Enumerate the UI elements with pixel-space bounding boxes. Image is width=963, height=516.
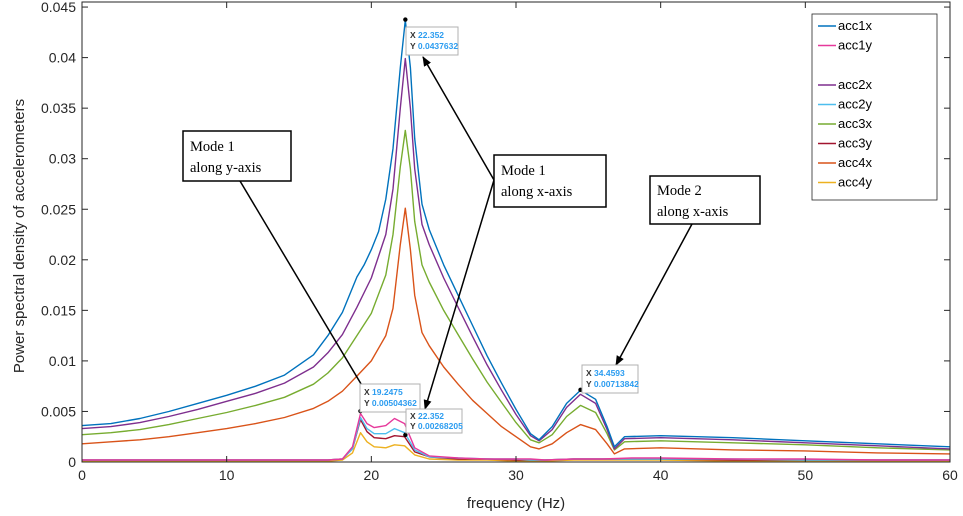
legend-label-acc4x: acc4x [838, 155, 872, 170]
series-line-acc1y [82, 412, 950, 461]
datatip: X 19.2475 Y 0.00504362 [359, 383, 421, 413]
y-tick-label: 0.04 [49, 50, 76, 66]
y-tick-label: 0.045 [41, 0, 76, 15]
annotation-box [182, 130, 292, 182]
series-layer [81, 17, 951, 462]
datatip: X 22.352 Y 0.00268205 [405, 408, 463, 434]
annotation-line: along x-axis [501, 184, 573, 200]
annotation-line: along y-axis [190, 160, 262, 176]
y-tick-label: 0.005 [41, 403, 76, 419]
datatip-marker [403, 17, 408, 22]
datatip: X 34.4593 Y 0.00713842 [581, 364, 639, 394]
x-tick-label: 0 [78, 467, 86, 483]
datatip-x: X 22.352 [410, 411, 444, 421]
x-tick-label: 20 [364, 467, 380, 483]
arrow-mode1-y [239, 180, 377, 410]
legend-box [811, 13, 938, 201]
x-tick-label: 50 [798, 467, 814, 483]
legend: acc1x acc1y acc2x acc2y acc3x acc3y acc4x acc4y [811, 13, 938, 201]
series-line-acc4x [81, 207, 951, 455]
legend-label-acc2x: acc2x [838, 77, 872, 92]
y-axis-label: Power spectral density of accelerometers [11, 99, 28, 373]
datatip-x: X 34.4593 [586, 368, 625, 378]
legend-label-acc1y: acc1y [838, 38, 872, 53]
series-line-acc2y [82, 416, 950, 461]
y-tick-label: 0.015 [41, 302, 76, 318]
arrow-mode1-x-small [423, 179, 495, 410]
x-axis-label: frequency (Hz) [467, 495, 565, 512]
arrow-mode2-x [615, 223, 693, 366]
x-tick-label: 40 [653, 467, 669, 483]
y-tick-label: 0.03 [49, 151, 76, 167]
series-line-acc3y [82, 418, 950, 461]
ticks-layer: 0 10 20 30 40 50 60 0 0.005 0.01 0.015 0.02 0.025 0.0… [41, 0, 958, 483]
datatip-box [359, 383, 421, 413]
datatip-y: Y 0.00504362 [364, 398, 417, 408]
y-tick-label: 0.02 [49, 252, 76, 268]
arrow-mode1-x-peak [422, 56, 495, 181]
annotation-line: Mode 2 [657, 183, 702, 199]
annotation-mode1-x: Mode 1 along x-axis [422, 56, 607, 410]
annotation-mode2-x: Mode 2 along x-axis [615, 175, 761, 366]
legend-label-acc2y: acc2y [838, 97, 872, 112]
legend-label-acc4y: acc4y [838, 175, 872, 190]
datatip-y: Y 0.00268205 [410, 421, 463, 431]
series-line-acc1x [81, 19, 951, 448]
annotation-mode1-y: Mode 1 along y-axis [182, 130, 377, 410]
datatip-box [405, 26, 459, 56]
series-line-acc2x [81, 57, 951, 450]
datatip-x: X 19.2475 [364, 387, 403, 397]
datatip-y: Y 0.0437632 [410, 41, 458, 51]
y-tick-label: 0.025 [41, 201, 76, 217]
datatip-y: Y 0.00713842 [586, 379, 639, 389]
x-tick-label: 30 [508, 467, 524, 483]
series-line-acc4y [82, 432, 950, 462]
y-tick-label: 0 [68, 454, 76, 470]
y-tick-label: 0.035 [41, 100, 76, 116]
series-line-acc3x [81, 129, 951, 451]
datatip-x: X 22.352 [410, 30, 444, 40]
legend-label-acc3y: acc3y [838, 136, 872, 151]
legend-label-acc3x: acc3x [838, 116, 872, 131]
datatip-box [405, 408, 463, 434]
datatip-box [581, 364, 639, 394]
legend-label-acc1x: acc1x [838, 18, 872, 33]
x-tick-label: 10 [219, 467, 235, 483]
annotation-line: Mode 1 [501, 163, 546, 179]
x-tick-label: 60 [942, 467, 958, 483]
datatip-marker [403, 432, 408, 438]
datatip: X 22.352 Y 0.0437632 [405, 26, 459, 56]
annotation-box [493, 154, 607, 208]
annotation-box [649, 175, 761, 225]
y-tick-label: 0.01 [49, 353, 76, 369]
annotation-line: Mode 1 [190, 139, 235, 155]
annotation-line: along x-axis [657, 204, 729, 220]
